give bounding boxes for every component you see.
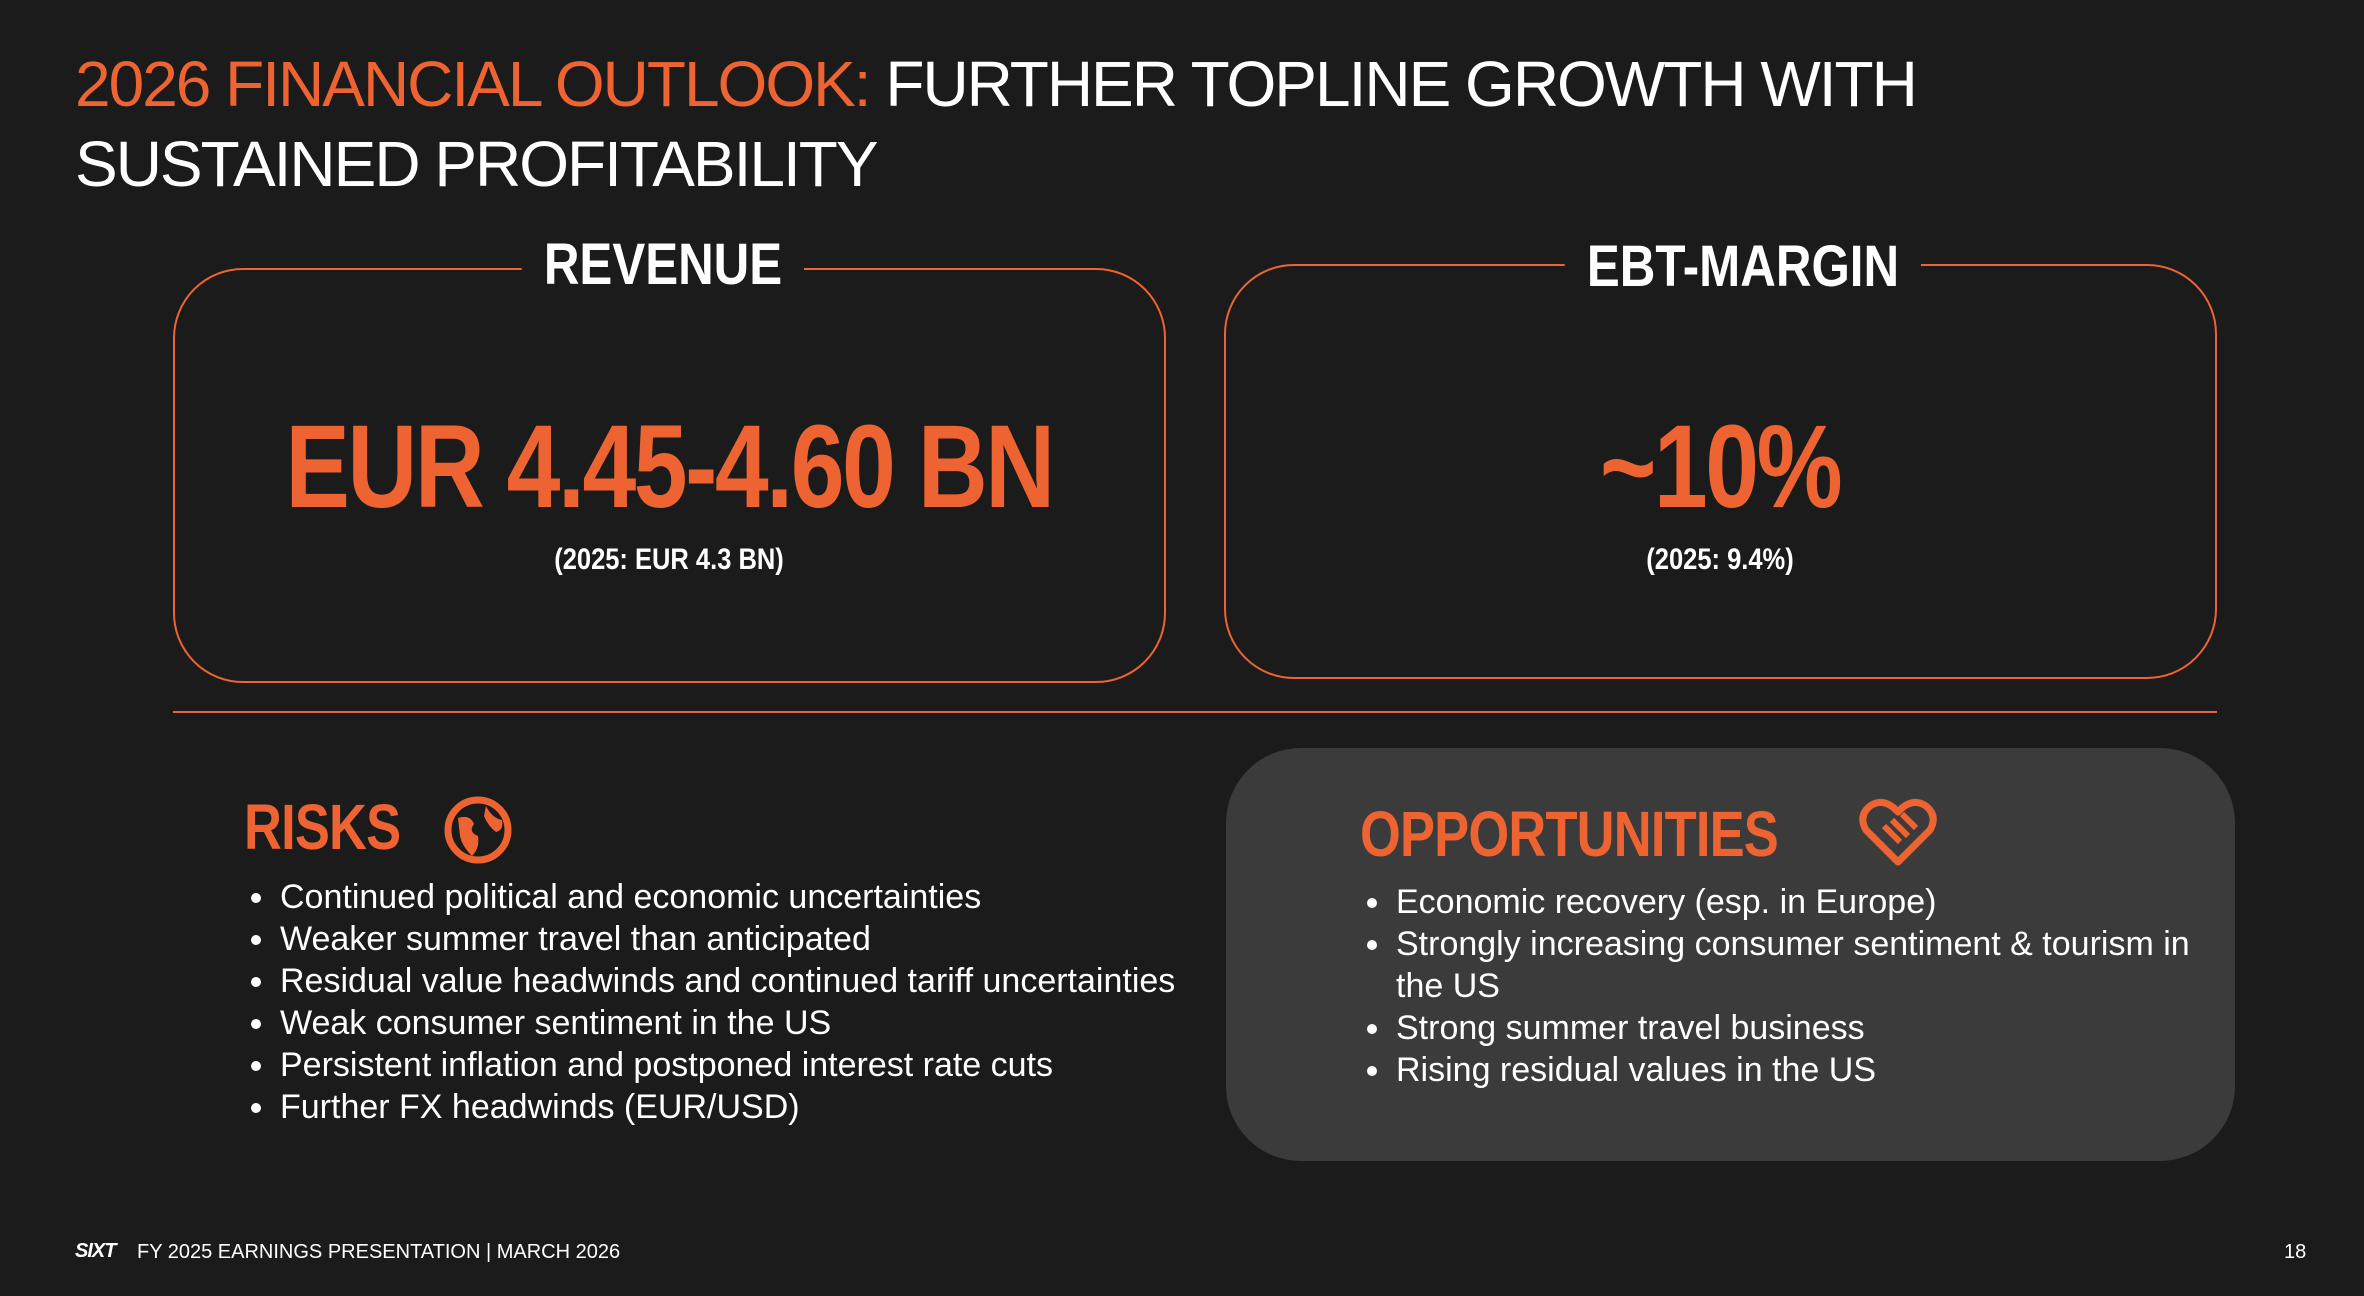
- bullet-item: Economic recovery (esp. in Europe): [1394, 881, 2214, 923]
- globe-icon: [444, 796, 512, 864]
- bullet-item: Weaker summer travel than anticipated: [278, 918, 1238, 960]
- footer-text: FY 2025 EARNINGS PRESENTATION | MARCH 20…: [137, 1241, 621, 1263]
- handshake-icon: [1859, 799, 1937, 866]
- title-rest: FURTHER TOPLINE GROWTH WITH SUSTAINED PR…: [75, 48, 1918, 200]
- divider: [173, 711, 2217, 713]
- revenue-label: REVENUE: [521, 230, 805, 300]
- page-number: 18: [2284, 1241, 2307, 1263]
- bullet-item: Strong summer travel business: [1394, 1007, 2214, 1049]
- logo: SIXT: [75, 1240, 116, 1262]
- risks-list: Continued political and economic uncerta…: [244, 876, 1238, 1128]
- title: 2026 FINANCIAL OUTLOOK: FURTHER TOPLINE …: [75, 44, 2225, 204]
- title-highlight: 2026 FINANCIAL OUTLOOK:: [75, 48, 872, 120]
- ebt-label: EBT-MARGIN: [1564, 232, 1922, 302]
- revenue-value: EUR 4.45-4.60 BN: [285, 401, 1055, 533]
- bullet-item: Continued political and economic uncerta…: [278, 876, 1238, 918]
- bullet-item: Strongly increasing consumer sentiment &…: [1394, 923, 2214, 1007]
- bullet-item: Rising residual values in the US: [1394, 1049, 2214, 1091]
- bullet-item: Further FX headwinds (EUR/USD): [278, 1086, 1238, 1128]
- risks-title: RISKS: [244, 791, 401, 863]
- bullet-item: Weak consumer sentiment in the US: [278, 1002, 1238, 1044]
- bullet-item: Persistent inflation and postponed inter…: [278, 1044, 1238, 1086]
- bullet-item: Residual value headwinds and continued t…: [278, 960, 1238, 1002]
- opportunities-box: [1226, 748, 2235, 1161]
- revenue-previous: (2025: EUR 4.3 BN): [554, 543, 784, 576]
- ebt-previous: (2025: 9.4%): [1646, 543, 1794, 576]
- opportunities-list: Economic recovery (esp. in Europe)Strong…: [1360, 881, 2214, 1091]
- opportunities-title: OPPORTUNITIES: [1360, 798, 1779, 870]
- ebt-value: ~10%: [1599, 401, 1843, 533]
